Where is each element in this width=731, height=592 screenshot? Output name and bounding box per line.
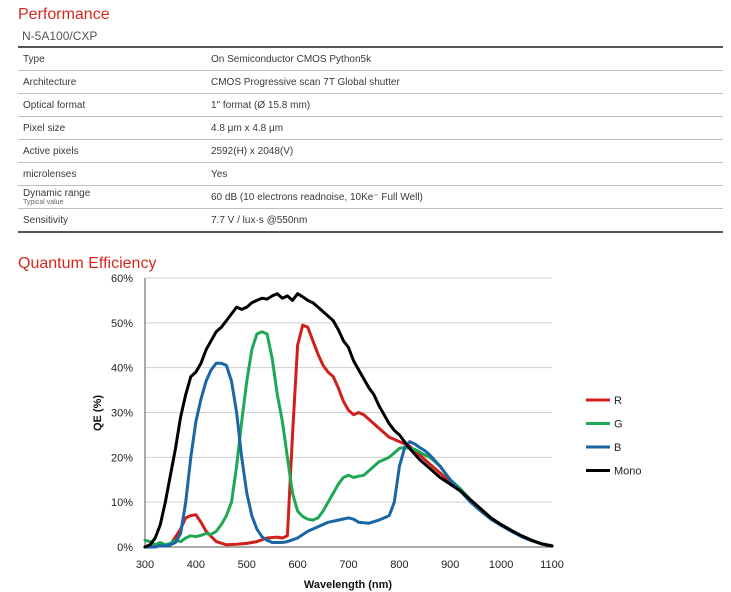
y-tick-label: 60%: [111, 273, 133, 285]
y-tick-label: 20%: [111, 452, 133, 464]
x-tick-label: 500: [238, 559, 256, 571]
spec-key: Type: [18, 46, 206, 71]
series-line-r: [143, 323, 554, 549]
spec-key: Architecture: [18, 70, 206, 94]
spec-value: 4.8 μm x 4.8 μm: [206, 116, 723, 140]
series-line-mono: [143, 292, 554, 549]
table-row: Sensitivity 7.7 V / lux·s @550nm: [18, 208, 723, 233]
series-line-g: [143, 330, 554, 548]
spec-value: Yes: [206, 162, 723, 186]
spec-table: Type On Semiconductor CMOS Python5k Archi…: [18, 46, 723, 233]
spec-value: On Semiconductor CMOS Python5k: [206, 46, 723, 71]
x-tick-label: 400: [187, 559, 205, 571]
x-tick-label: 600: [288, 559, 306, 571]
legend-label: G: [614, 419, 623, 431]
spec-value: 60 dB (10 electrons readnoise, 10Ke⁻ Ful…: [206, 185, 723, 209]
spec-key: Pixel size: [18, 116, 206, 140]
chart-legend: RGB Mono: [586, 395, 642, 478]
x-axis-label: Wavelength (nm): [304, 579, 393, 591]
spec-key: Active pixels: [18, 139, 206, 163]
table-row: Type On Semiconductor CMOS Python5k: [18, 46, 723, 71]
spec-key: microlenses: [18, 162, 206, 186]
table-row: Dynamic range Typical value 60 dB (10 elec…: [18, 185, 723, 209]
x-tick-label: 300: [136, 559, 154, 571]
model-number: N-5A100/CXP: [22, 29, 98, 43]
chart-grid: [145, 277, 552, 503]
x-tick-label: 800: [390, 559, 408, 571]
spec-value: 1" format (Ø 15.8 mm): [206, 93, 723, 117]
legend-label: B: [614, 442, 621, 454]
table-row: Active pixels 2592(H) x 2048(V): [18, 139, 723, 163]
x-tick-label: 700: [339, 559, 357, 571]
spec-key: Sensitivity: [18, 208, 206, 233]
y-tick-label: 10%: [111, 497, 133, 509]
legend-label: R: [614, 395, 622, 407]
chart-axes: 0% 10% 20% 30% 40% 50% 60% 300 400 500 600 700 800 90…: [111, 273, 564, 571]
spec-value: 2592(H) x 2048(V): [206, 139, 723, 163]
x-tick-label: 1000: [489, 559, 513, 571]
x-tick-label: 1100: [540, 559, 564, 571]
series-line-b: [143, 361, 554, 549]
table-row: microlenses Yes: [18, 162, 723, 186]
spec-key: Optical format: [18, 93, 206, 117]
qe-section-title: Quantum Efficiency: [18, 255, 157, 272]
spec-key: Dynamic range Typical value: [18, 185, 206, 209]
legend-label: Mono: [614, 466, 642, 478]
y-tick-label: 50%: [111, 318, 133, 330]
y-tick-label: 0%: [117, 542, 133, 554]
performance-title: Performance: [18, 6, 110, 23]
chart-series: [143, 292, 554, 549]
y-tick-label: 40%: [111, 363, 133, 375]
spec-value: CMOS Progressive scan 7T Global shutter: [206, 70, 723, 94]
spec-key-sub: Typical value: [23, 198, 64, 206]
y-tick-label: 30%: [111, 408, 133, 420]
spec-key-label: Dynamic range: [23, 187, 91, 199]
y-axis-label: QE (%): [92, 395, 104, 431]
x-tick-label: 900: [441, 559, 459, 571]
spec-value: 7.7 V / lux·s @550nm: [206, 208, 723, 233]
table-row: Optical format 1" format (Ø 15.8 mm): [18, 93, 723, 117]
table-row: Architecture CMOS Progressive scan 7T Glo…: [18, 70, 723, 94]
table-row: Pixel size 4.8 μm x 4.8 μm: [18, 116, 723, 140]
